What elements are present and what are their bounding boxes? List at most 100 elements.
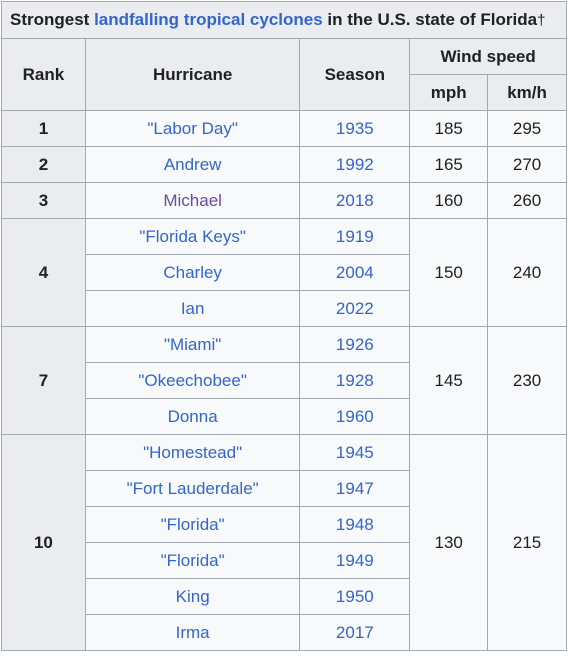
table-row: Charley 2004	[2, 254, 567, 291]
landfalling-cyclones-link[interactable]: landfalling tropical cyclones	[94, 10, 323, 29]
hurricane-cell: Charley	[84, 254, 301, 291]
hurricane-cell: "Miami"	[84, 326, 301, 363]
table-row: "Florida" 1948	[2, 506, 567, 543]
kmh-cell: 215	[487, 434, 567, 651]
season-cell: 2017	[299, 614, 411, 651]
rank-cell: 10	[1, 434, 86, 651]
hurricane-cell: Andrew	[84, 146, 301, 183]
season-link[interactable]: 1947	[335, 478, 374, 498]
header-season: Season	[299, 38, 411, 111]
season-link[interactable]: 1935	[335, 118, 374, 138]
rank-cell: 4	[1, 218, 86, 327]
season-link[interactable]: 1926	[335, 334, 374, 354]
table-row: King 1950	[2, 578, 567, 615]
hurricane-cell: "Fort Lauderdale"	[84, 470, 301, 507]
hurricane-cell: "Labor Day"	[84, 110, 301, 147]
hurricane-link[interactable]: "Fort Lauderdale"	[126, 478, 259, 498]
season-cell: 1950	[299, 578, 411, 615]
mph-cell: 160	[409, 182, 489, 219]
mph-cell: 185	[409, 110, 489, 147]
table-row: 7 "Miami" 1926 145 230	[1, 326, 567, 435]
hurricane-cell: "Florida"	[84, 542, 301, 579]
season-link[interactable]: 1960	[335, 406, 374, 426]
header-hurricane: Hurricane	[84, 38, 301, 111]
header-mph: mph	[409, 74, 489, 111]
season-link[interactable]: 1919	[335, 226, 374, 246]
hurricane-link[interactable]: "Florida Keys"	[139, 226, 246, 246]
hurricane-link[interactable]: "Homestead"	[143, 442, 243, 462]
table-row: Donna 1960	[2, 398, 567, 435]
kmh-cell: 230	[487, 326, 567, 435]
hurricane-cell: "Florida"	[84, 506, 301, 543]
header-rank: Rank	[1, 38, 86, 111]
season-link[interactable]: 1950	[335, 586, 374, 606]
hurricane-cell: Michael	[84, 182, 301, 219]
hurricane-link[interactable]: "Florida"	[160, 514, 225, 534]
hurricane-cell: Donna	[84, 398, 301, 435]
table-body: 1 "Labor Day" 1935 185 295 2 Andrew 1992 165 270 3…	[1, 110, 567, 651]
season-link[interactable]: 1948	[335, 514, 374, 534]
mph-cell: 150	[409, 218, 489, 327]
rank-cell: 1	[1, 110, 86, 147]
season-link[interactable]: 1928	[335, 370, 374, 390]
hurricane-link[interactable]: Ian	[180, 298, 205, 318]
table-row: "Florida" 1949	[2, 542, 567, 579]
hurricane-link[interactable]: Irma	[175, 622, 210, 642]
table-row: 2 Andrew 1992 165 270	[1, 146, 567, 183]
hurricane-cell: "Homestead"	[84, 434, 301, 471]
hurricane-cell: "Okeechobee"	[84, 362, 301, 399]
season-cell: 1935	[299, 110, 411, 147]
season-link[interactable]: 2017	[335, 622, 374, 642]
hurricane-link[interactable]: King	[175, 586, 210, 606]
season-link[interactable]: 1992	[335, 154, 374, 174]
table-row: 4 "Florida Keys" 1919 150 240	[1, 218, 567, 327]
hurricane-cell: Ian	[84, 290, 301, 327]
table-row: "Okeechobee" 1928	[2, 362, 567, 399]
season-cell: 1949	[299, 542, 411, 579]
season-cell: 2004	[299, 254, 411, 291]
kmh-cell: 295	[487, 110, 567, 147]
season-link[interactable]: 2004	[335, 262, 374, 282]
table-caption: Strongest landfalling tropical cyclones …	[1, 1, 567, 38]
season-cell: 1947	[299, 470, 411, 507]
rank-cell: 3	[1, 182, 86, 219]
kmh-cell: 240	[487, 218, 567, 327]
season-cell: 1948	[299, 506, 411, 543]
kmh-cell: 270	[487, 146, 567, 183]
caption-suffix: in the U.S. state of Florida	[322, 10, 538, 29]
season-cell: 1928	[299, 362, 411, 399]
dagger-footnote: †	[537, 12, 546, 29]
season-link[interactable]: 2018	[335, 190, 374, 210]
header-wind-speed: Wind speed	[409, 38, 567, 75]
table-row: 10 "Homestead" 1945 130 215	[1, 434, 567, 651]
hurricane-link[interactable]: Donna	[167, 406, 218, 426]
table-row: "Fort Lauderdale" 1947	[2, 470, 567, 507]
season-cell: 2018	[299, 182, 411, 219]
hurricane-link[interactable]: "Okeechobee"	[138, 370, 247, 390]
table-row: Irma 2017	[2, 614, 567, 651]
season-cell: 1926	[299, 326, 411, 363]
caption-prefix: Strongest	[10, 10, 95, 29]
hurricane-cell: Irma	[84, 614, 301, 651]
hurricane-link[interactable]: Andrew	[163, 154, 222, 174]
mph-cell: 145	[409, 326, 489, 435]
hurricane-link[interactable]: Charley	[163, 262, 222, 282]
season-link[interactable]: 2022	[335, 298, 374, 318]
mph-cell: 165	[409, 146, 489, 183]
hurricane-cell: "Florida Keys"	[84, 218, 301, 255]
season-cell: 2022	[299, 290, 411, 327]
hurricane-link[interactable]: "Labor Day"	[147, 118, 238, 138]
hurricane-link[interactable]: "Miami"	[163, 334, 222, 354]
table-row: 1 "Labor Day" 1935 185 295	[1, 110, 567, 147]
hurricane-cell: King	[84, 578, 301, 615]
hurricane-link[interactable]: Michael	[163, 190, 222, 210]
rank-cell: 2	[1, 146, 86, 183]
season-cell: 1945	[299, 434, 411, 471]
hurricane-link[interactable]: "Florida"	[160, 550, 225, 570]
rank-cell: 7	[1, 326, 86, 435]
season-link[interactable]: 1949	[335, 550, 374, 570]
header-kmh: km/h	[487, 74, 567, 111]
kmh-cell: 260	[487, 182, 567, 219]
season-link[interactable]: 1945	[335, 442, 374, 462]
